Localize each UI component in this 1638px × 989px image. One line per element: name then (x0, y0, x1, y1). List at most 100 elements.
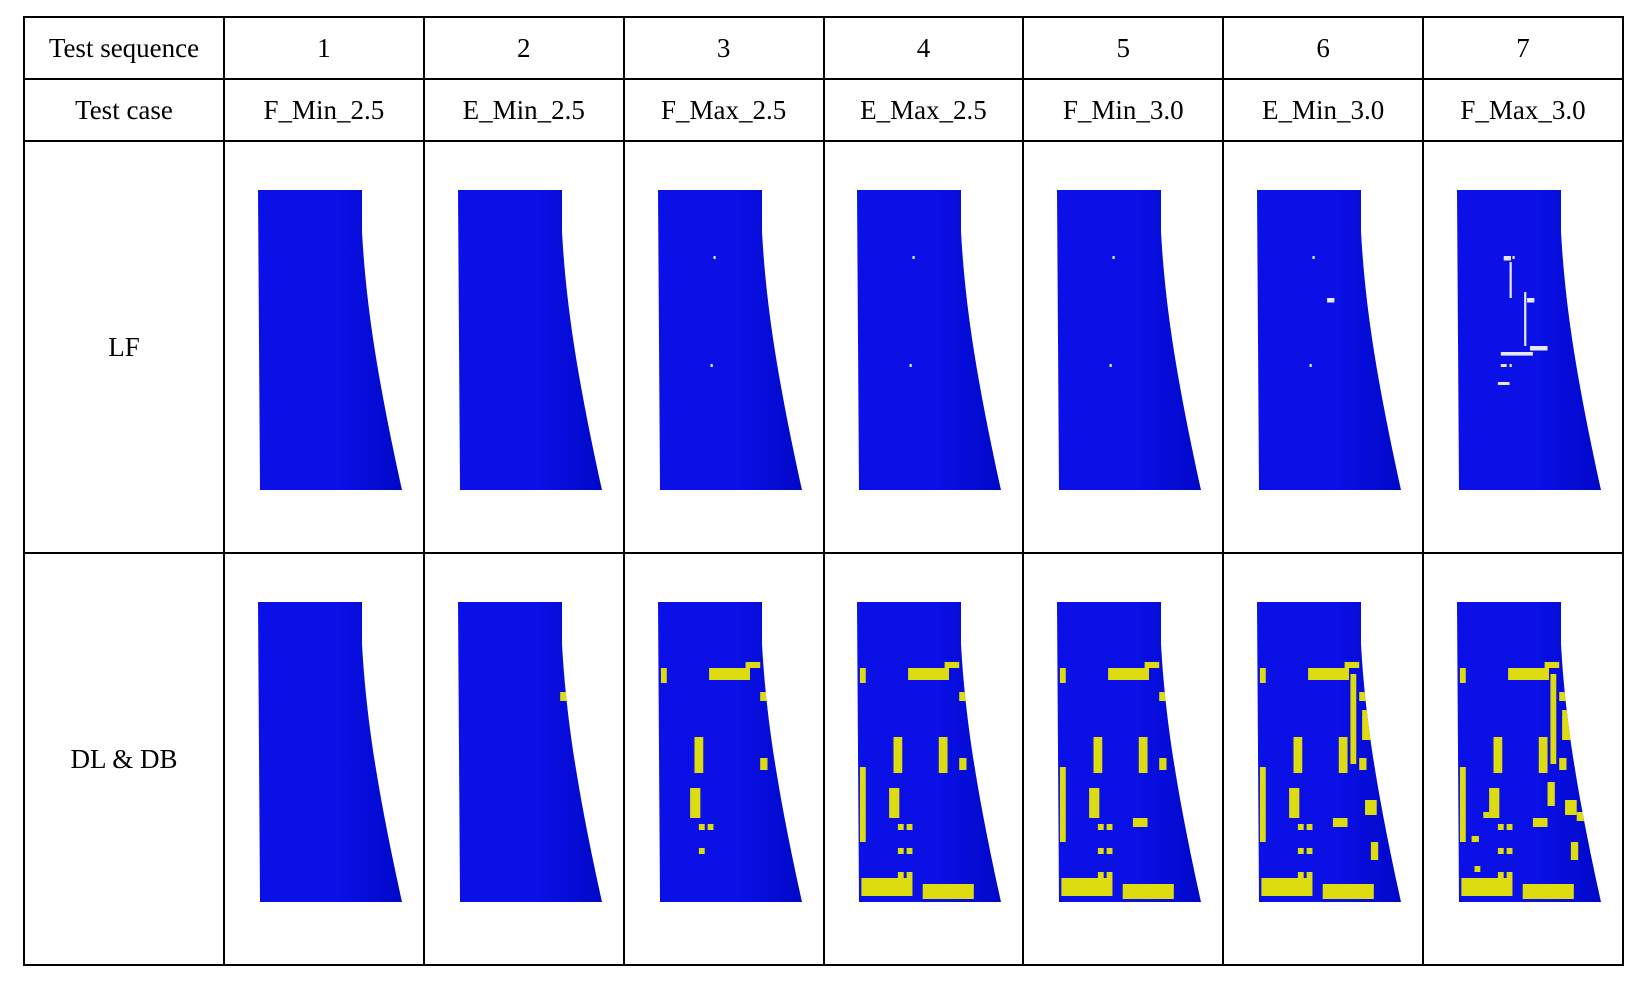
yellow-damage-patch (660, 668, 667, 683)
yellow-damage-patch (1106, 824, 1113, 830)
dl-tower-figure (457, 602, 602, 902)
white-crack-mark (912, 256, 916, 259)
tower-body (457, 190, 602, 490)
yellow-damage-patch (1298, 824, 1304, 830)
damage-layer (1459, 662, 1586, 899)
yellow-damage-patch (1489, 788, 1500, 818)
sequence-cell: 3 (622, 16, 825, 80)
white-crack-mark (1524, 292, 1527, 346)
case-cell: F_Min_2.5 (223, 78, 425, 142)
yellow-damage-patch (1538, 737, 1548, 773)
sequence-cell: 4 (822, 16, 1025, 80)
yellow-damage-patch (1089, 788, 1100, 818)
yellow-damage-patch (923, 884, 975, 899)
yellow-damage-patch (1570, 842, 1579, 860)
yellow-damage-patch (1289, 788, 1300, 818)
tower-body (857, 190, 1002, 490)
dl-tower-figure (857, 602, 1002, 902)
sequence-row: Test sequence 1 2 3 4 5 6 7 (23, 16, 1624, 80)
yellow-damage-patch (1098, 824, 1105, 830)
damage-layer (1497, 256, 1548, 385)
damage-layer (710, 256, 716, 367)
yellow-damage-patch (1322, 884, 1374, 899)
yellow-damage-patch (1576, 812, 1586, 821)
yellow-damage-patch (1459, 668, 1466, 683)
yellow-damage-patch (708, 668, 750, 680)
yellow-damage-patch (1306, 872, 1313, 878)
yellow-damage-patch (1139, 737, 1148, 773)
lf-tower-figure (457, 190, 602, 490)
tower-body (1257, 602, 1402, 902)
row-header-dl: DL & DB (23, 552, 225, 966)
white-crack-mark (1327, 298, 1335, 303)
damage-layer (910, 256, 916, 367)
yellow-damage-patch (898, 848, 905, 854)
yellow-damage-patch (1471, 836, 1479, 842)
dl-tower-figure (1257, 602, 1402, 902)
sequence-cell: 5 (1022, 16, 1225, 80)
yellow-damage-patch (1371, 842, 1379, 860)
yellow-damage-patch (1350, 674, 1357, 764)
yellow-damage-patch (1298, 848, 1304, 854)
yellow-damage-patch (1133, 818, 1148, 827)
yellow-damage-patch (559, 692, 575, 701)
lf-tower-figure (1257, 190, 1402, 490)
tower-body (857, 602, 1002, 902)
sequence-cell: 7 (1422, 16, 1624, 80)
yellow-damage-patch (1508, 668, 1550, 680)
lf-tower-figure (857, 190, 1002, 490)
lf-figure-cell (1222, 140, 1425, 554)
yellow-damage-patch (1562, 710, 1571, 740)
yellow-damage-patch (1261, 878, 1313, 896)
white-crack-mark (1530, 346, 1548, 351)
white-crack-mark (910, 364, 913, 367)
yellow-damage-patch (698, 848, 705, 854)
white-crack-mark (1312, 256, 1315, 259)
yellow-damage-patch (759, 758, 768, 770)
dl-figure-cell (1222, 552, 1425, 966)
white-crack-mark (710, 364, 713, 367)
lf-tower-figure (257, 190, 402, 490)
dl-tower-figure (1057, 602, 1202, 902)
yellow-damage-patch (959, 692, 975, 701)
yellow-damage-patch (1060, 668, 1067, 683)
yellow-damage-patch (1493, 737, 1503, 773)
yellow-damage-patch (1547, 782, 1555, 806)
yellow-damage-patch (707, 824, 714, 830)
white-crack-mark (1527, 298, 1535, 303)
white-crack-mark (1503, 256, 1512, 261)
yellow-damage-patch (1459, 767, 1466, 842)
damage-layer (1260, 662, 1379, 899)
yellow-damage-patch (698, 824, 705, 830)
dl-row: DL & DB (23, 552, 1624, 966)
yellow-damage-patch (1144, 662, 1160, 668)
lf-tower-figure (657, 190, 802, 490)
tower-body (657, 190, 802, 490)
lf-tower-figure (1457, 190, 1602, 490)
case-cell: F_Max_3.0 (1422, 78, 1624, 142)
lf-figure-cell (223, 140, 425, 554)
white-crack-mark (1109, 364, 1113, 367)
row-header-sequence: Test sequence (23, 16, 225, 80)
tower-body (1457, 190, 1602, 490)
dl-figure-cell (1022, 552, 1225, 966)
sequence-cell: 2 (422, 16, 625, 80)
yellow-damage-patch (893, 737, 903, 773)
sequence-cell: 6 (1222, 16, 1425, 80)
yellow-damage-patch (1497, 872, 1504, 878)
yellow-damage-patch (1532, 818, 1548, 827)
yellow-damage-patch (1359, 758, 1367, 770)
case-cell: F_Min_3.0 (1022, 78, 1225, 142)
tower-body (457, 602, 602, 902)
case-cell: E_Min_3.0 (1222, 78, 1425, 142)
lf-figure-cell (1022, 140, 1225, 554)
tower-body (257, 190, 402, 490)
damage-layer (1060, 662, 1175, 899)
yellow-damage-patch (1159, 758, 1167, 770)
yellow-damage-patch (898, 824, 905, 830)
damage-layer (1109, 256, 1115, 367)
case-cell: E_Max_2.5 (822, 78, 1025, 142)
yellow-damage-patch (1260, 668, 1266, 683)
yellow-damage-patch (907, 848, 913, 854)
damage-layer (860, 662, 975, 899)
